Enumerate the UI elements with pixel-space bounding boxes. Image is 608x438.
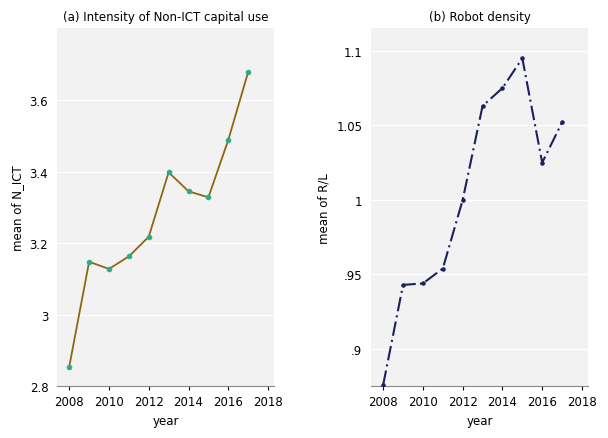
Y-axis label: mean of N_ICT: mean of N_ICT <box>11 165 24 251</box>
Title: (b) Robot density: (b) Robot density <box>429 11 531 24</box>
X-axis label: year: year <box>466 414 493 427</box>
Y-axis label: mean of R/L: mean of R/L <box>317 173 331 243</box>
Title: (a) Intensity of Non-ICT capital use: (a) Intensity of Non-ICT capital use <box>63 11 268 24</box>
X-axis label: year: year <box>153 414 179 427</box>
